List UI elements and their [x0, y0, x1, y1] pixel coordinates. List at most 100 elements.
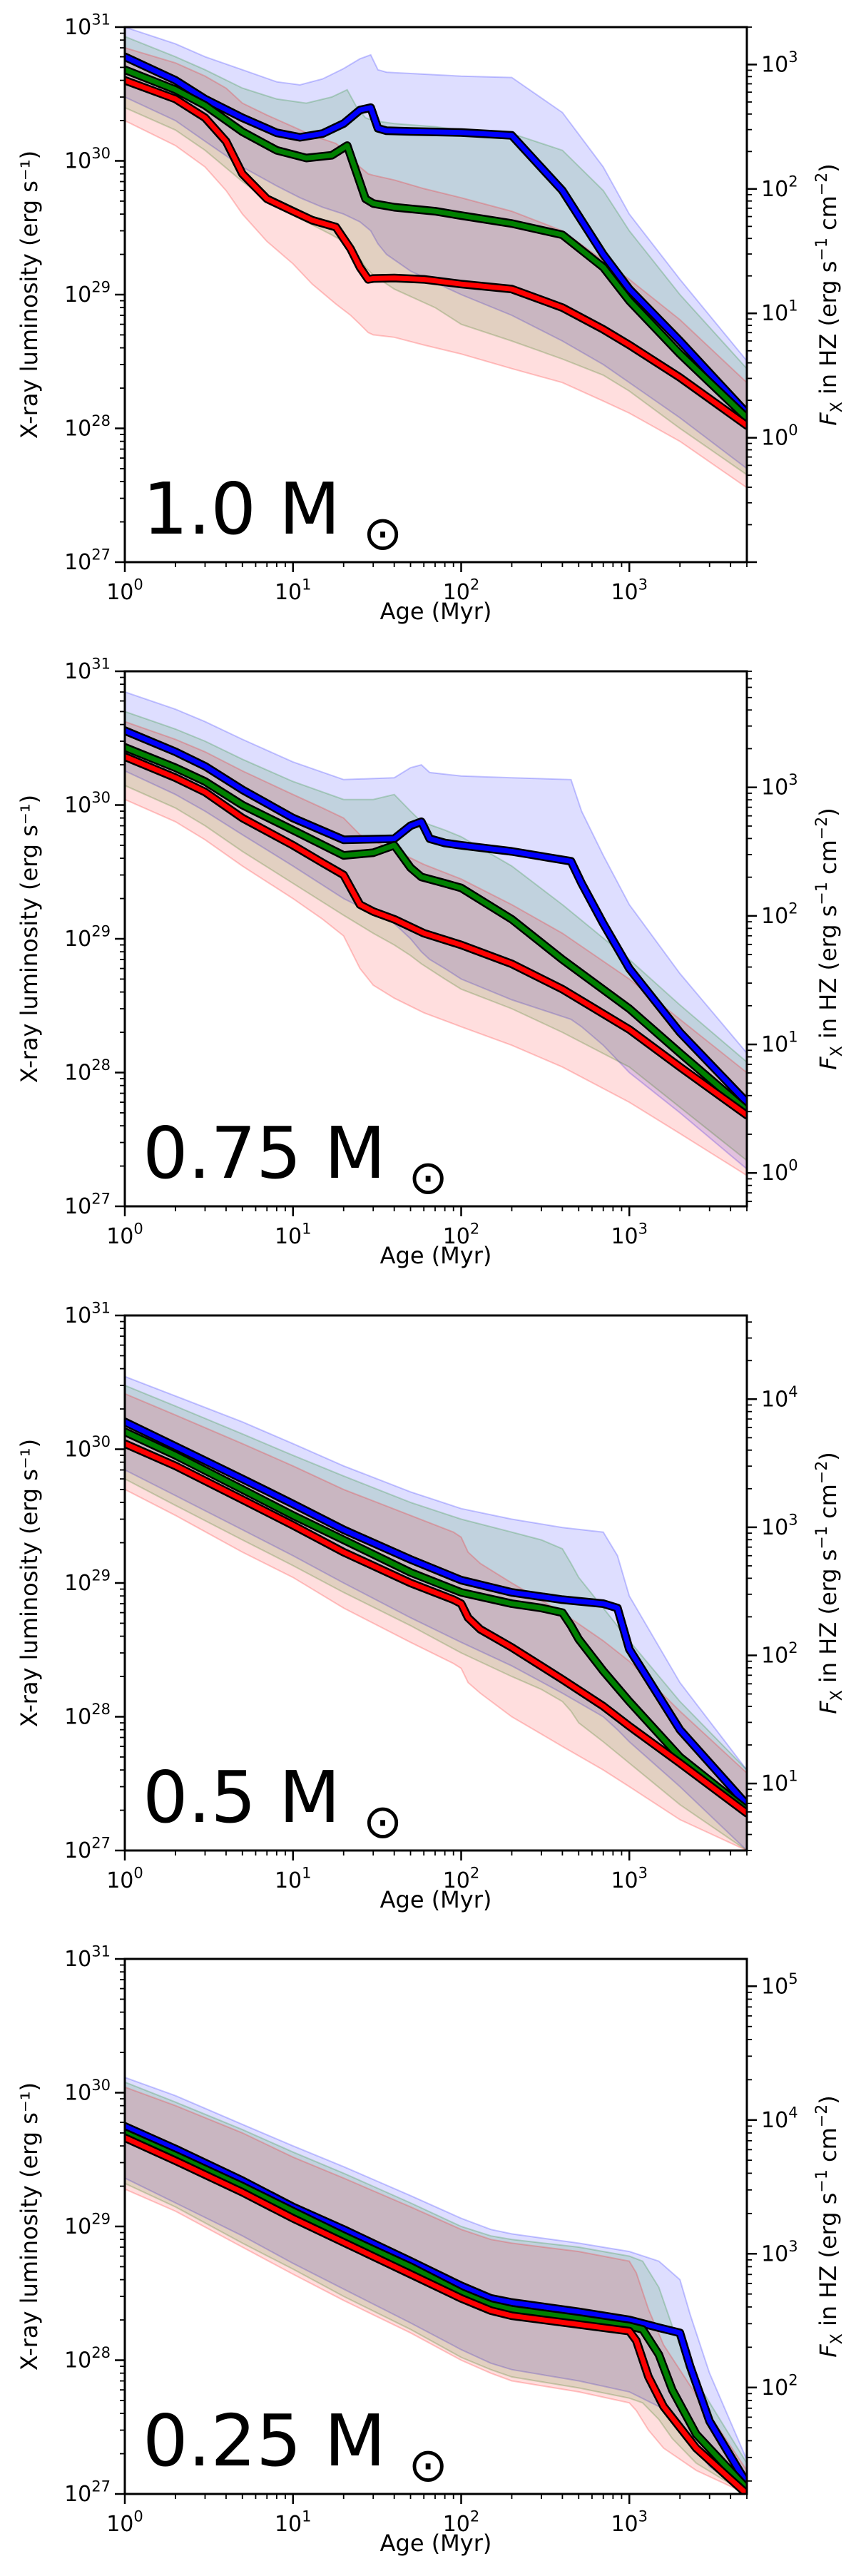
right-y-tick-label: 105	[761, 1970, 798, 2000]
y-tick-label: 1029	[64, 279, 111, 308]
x-tick-label: 102	[443, 1221, 480, 1250]
x-tick-label-exp: 0	[133, 1221, 143, 1238]
y-tick-label-exp: 27	[91, 1835, 111, 1852]
solar-mass-symbol: ⊙	[409, 1150, 448, 1205]
x-tick-label: 103	[611, 2508, 648, 2537]
y-tick-label-base: 10	[64, 2081, 91, 2106]
right-y-tick-label: 102	[761, 900, 798, 929]
series-line-red	[125, 78, 747, 428]
series-line-green	[125, 67, 747, 421]
flux-unit-exp: −2	[813, 2104, 831, 2127]
chart-svg: 100 101 102 1031027102810291030103110110210…	[16, 1300, 846, 1914]
flux-symbol: F	[815, 1057, 842, 1070]
x-tick-label-exp: 3	[638, 576, 648, 594]
chart-svg: 100 101 102 1031027102810291030103110210310…	[16, 1943, 846, 2557]
right-y-tick-label-base: 10	[761, 301, 788, 326]
right-y-tick-label: 102	[761, 2371, 798, 2401]
x-tick-label-base: 10	[443, 1224, 470, 1249]
flux-unit-part: in HZ (erg s	[815, 261, 842, 402]
chart-panel-0.5-msun: 100 101 102 103 1027 1028 1029 1030 1031 101 102 10…	[0, 1288, 856, 1933]
x-axis-label: Age (Myr)	[380, 2530, 492, 2557]
chart-panel-0.25-msun: 100 101 102 103 1027 1028 1029 1030 1031 102 103 10…	[0, 1932, 856, 2576]
y-tick-label: 1028	[64, 412, 111, 442]
x-tick-label-base: 10	[275, 580, 302, 605]
flux-unit-exp: −2	[813, 817, 831, 840]
x-tick-label: 101	[275, 576, 312, 606]
solar-mass-symbol: ⊙	[409, 2438, 448, 2493]
y-tick-label: 1030	[64, 145, 111, 174]
x-tick-label-exp: 0	[133, 576, 143, 594]
x-axis-label: Age (Myr)	[380, 1242, 492, 1269]
flux-unit-exp: −1	[813, 238, 831, 260]
flux-unit-part: in HZ (erg s	[815, 905, 842, 1047]
plot-area	[125, 2077, 747, 2494]
y-axis-label-left: X-ray luminosity (erg s⁻¹)	[16, 795, 43, 1083]
panel-mass-value: 0.25 M	[143, 2399, 409, 2483]
y-tick-label: 1031	[64, 656, 111, 685]
solar-mass-symbol: ⊙	[363, 1794, 402, 1849]
panel-mass-value: 1.0 M	[143, 467, 363, 551]
panel-mass-value: 0.75 M	[143, 1111, 409, 1195]
x-tick-label: 100	[106, 2508, 143, 2537]
x-tick-label-exp: 2	[470, 1865, 479, 1882]
y-tick-label: 1030	[64, 789, 111, 818]
series-line-red	[125, 1441, 747, 1816]
y-axis-label-right: FX in HZ (erg s−1 cm−2)	[813, 808, 846, 1069]
x-tick-label-base: 10	[106, 2512, 133, 2537]
x-tick-label-base: 10	[611, 580, 638, 605]
y-tick-label-base: 10	[64, 1437, 91, 1462]
flux-unit-part: cm	[815, 2127, 842, 2169]
flux-unit-part: )	[815, 2095, 842, 2104]
right-y-tick-label-base: 10	[761, 1161, 788, 1186]
x-tick-label-base: 10	[275, 1224, 302, 1249]
right-y-tick-label-base: 10	[761, 52, 788, 77]
x-tick-label: 102	[443, 2508, 480, 2537]
right-y-tick-label-base: 10	[761, 1515, 788, 1540]
x-tick-label: 103	[611, 1865, 648, 1894]
y-axis-label-left: X-ray luminosity (erg s⁻¹)	[16, 1439, 43, 1727]
x-tick-label: 101	[275, 1865, 312, 1894]
x-tick-label-base: 10	[611, 1224, 638, 1249]
right-y-tick-label-base: 10	[761, 1771, 788, 1796]
y-tick-label-exp: 29	[91, 279, 111, 296]
x-tick-label: 101	[275, 1221, 312, 1250]
right-y-tick-label: 101	[761, 297, 798, 327]
right-y-tick-label-exp: 3	[788, 2238, 798, 2255]
y-tick-label-exp: 28	[91, 2344, 111, 2361]
right-y-tick-label-exp: 4	[788, 2104, 798, 2121]
x-tick-label-base: 10	[611, 2512, 638, 2537]
y-tick-label-exp: 28	[91, 1057, 111, 1074]
y-tick-label: 1029	[64, 1567, 111, 1597]
right-y-tick-label: 102	[761, 1639, 798, 1669]
x-tick-label-exp: 1	[302, 1221, 311, 1238]
y-tick-label-base: 10	[64, 1705, 91, 1730]
flux-unit-part: cm	[815, 195, 842, 238]
flux-unit-exp: −1	[813, 1526, 831, 1549]
x-tick-label-exp: 2	[470, 2508, 479, 2525]
x-axis-label: Age (Myr)	[380, 598, 492, 625]
panel-mass-label: 0.75 M ⊙	[143, 1111, 448, 1205]
flux-unit-part: )	[815, 808, 842, 816]
y-axis-label-right: FX in HZ (erg s−1 cm−2)	[813, 163, 846, 425]
y-tick-label-exp: 28	[91, 412, 111, 429]
y-axis-label-right: FX in HZ (erg s−1 cm−2)	[813, 2095, 846, 2357]
solar-mass-symbol: ⊙	[363, 506, 402, 561]
y-tick-label: 1031	[64, 1943, 111, 1972]
right-y-tick-label-exp: 1	[788, 297, 798, 315]
flux-unit-part: in HZ (erg s	[815, 2193, 842, 2334]
series-line-red	[125, 754, 747, 1118]
right-y-tick-label-exp: 2	[788, 2371, 798, 2388]
flux-unit-part: cm	[815, 840, 842, 882]
flux-symbol: F	[815, 412, 842, 426]
y-tick-label: 1031	[64, 1300, 111, 1329]
y-tick-label-base: 10	[64, 1061, 91, 1086]
plot-area	[125, 27, 747, 489]
y-tick-label: 1031	[64, 11, 111, 41]
y-axis-label-left: X-ray luminosity (erg s⁻¹)	[16, 151, 43, 439]
right-y-tick-label-base: 10	[761, 177, 788, 202]
y-axis-label-right: FX in HZ (erg s−1 cm−2)	[813, 1452, 846, 1714]
y-tick-label-exp: 31	[91, 1943, 111, 1960]
right-y-tick-label-exp: 4	[788, 1383, 798, 1400]
flux-symbol: F	[815, 2344, 842, 2358]
series-line-green	[125, 1429, 747, 1813]
